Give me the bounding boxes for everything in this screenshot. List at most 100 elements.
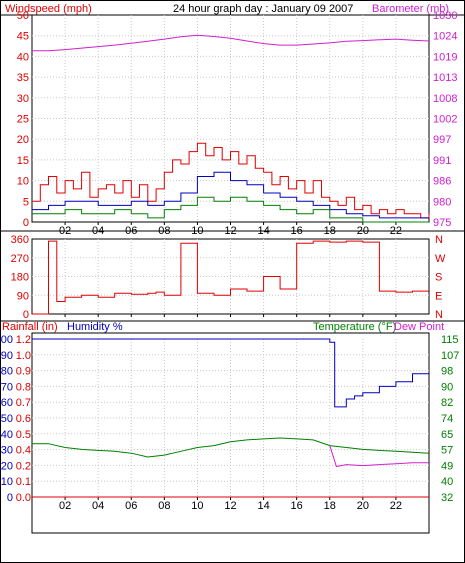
wind-ytick-label: 20 bbox=[17, 134, 29, 146]
rain-ytick-label: 0.7 bbox=[16, 397, 31, 409]
wind-ytick-label: 50 bbox=[17, 10, 29, 22]
humidity-ytick-label: 50 bbox=[1, 413, 13, 425]
rain-axis-title: Rainfall (in) bbox=[2, 321, 58, 333]
wind-ytick-label: 40 bbox=[17, 51, 29, 63]
rain-ytick-label: 0.9 bbox=[16, 366, 31, 378]
wind-ytick-label: 30 bbox=[17, 93, 29, 105]
wind-ytick-label: 25 bbox=[17, 114, 29, 126]
humidity-ytick-label: 100 bbox=[1, 334, 13, 346]
dewpoint-axis-title: Dew Point bbox=[394, 321, 444, 333]
panel-rain-frame bbox=[31, 332, 430, 534]
wind-panel-xtick-label: 18 bbox=[324, 225, 336, 237]
barometer-ytick-label-right: 980 bbox=[433, 196, 451, 208]
temperature-ytick-label-right: 40 bbox=[441, 476, 453, 488]
humidity-line bbox=[32, 338, 429, 408]
humidity-ytick-label: 90 bbox=[1, 350, 13, 362]
wind_green-line bbox=[32, 196, 429, 223]
compass-ytick-label-right: S bbox=[435, 272, 442, 284]
temperature-ytick-label-right: 74 bbox=[441, 413, 453, 425]
temperature-ytick-label-right: 57 bbox=[441, 445, 453, 457]
compass-ytick-label-right: N bbox=[435, 234, 443, 246]
temperature-axis-title: Temperature (°F) bbox=[313, 321, 396, 333]
humidity-ytick-label: 40 bbox=[1, 429, 13, 441]
temperature-ytick-label-right: 32 bbox=[441, 492, 453, 504]
wind-panel-xtick-label: 08 bbox=[158, 225, 170, 237]
humidity-ytick-label: 0 bbox=[7, 492, 13, 504]
wind-panel-xtick-label: 06 bbox=[125, 225, 137, 237]
wind-panel-xtick-label: 16 bbox=[291, 225, 303, 237]
rain-panel-xtick-label: 04 bbox=[92, 500, 104, 512]
temperature-ytick-label-right: 115 bbox=[441, 334, 459, 346]
wind-panel-xtick-label: 22 bbox=[390, 225, 402, 237]
direction-ytick-label: 270 bbox=[11, 253, 29, 265]
rain-panel-xtick-label: 06 bbox=[125, 500, 137, 512]
barometer-ytick-label-right: 1002 bbox=[433, 114, 457, 126]
humidity-ytick-label: 20 bbox=[1, 460, 13, 472]
rain-ytick-label: 0.6 bbox=[16, 413, 31, 425]
barometer-ytick-label-right: 997 bbox=[433, 134, 451, 146]
temperature-line bbox=[32, 437, 430, 458]
barometer-axis-title: Barometer (mb) bbox=[372, 3, 449, 15]
direction-ytick-label: 360 bbox=[11, 234, 29, 246]
barometer-ytick-label-right: 991 bbox=[433, 155, 451, 167]
rain-ytick-label: 0.8 bbox=[16, 381, 31, 393]
humidity-ytick-label: 70 bbox=[1, 381, 13, 393]
compass-ytick-label-right: N bbox=[435, 309, 443, 321]
direction-line bbox=[32, 240, 429, 315]
rain-ytick-label: 0.1 bbox=[16, 476, 31, 488]
wind-panel-xtick-label: 10 bbox=[191, 225, 203, 237]
compass-ytick-label-right: E bbox=[435, 290, 442, 302]
wind-ytick-label: 5 bbox=[23, 196, 29, 208]
rain-ytick-label: 0.2 bbox=[16, 460, 31, 472]
wind-panel-xtick-label: 12 bbox=[224, 225, 236, 237]
rain-ytick-label: 0.0 bbox=[16, 492, 31, 504]
humidity-ytick-label: 30 bbox=[1, 445, 13, 457]
barometer-ytick-label-right: 986 bbox=[433, 176, 451, 188]
humidity-axis-title: Humidity % bbox=[67, 321, 123, 333]
wind_avg-line bbox=[32, 171, 429, 219]
barometer-ytick-label-right: 1030 bbox=[433, 10, 457, 22]
wind-panel-xtick-label: 02 bbox=[59, 225, 71, 237]
rain-panel-xtick-label: 20 bbox=[357, 500, 369, 512]
humidity-ytick-label: 60 bbox=[1, 397, 13, 409]
wind-panel-xtick-label: 14 bbox=[257, 225, 269, 237]
wind-ytick-label: 35 bbox=[17, 72, 29, 84]
compass-ytick-label-right: W bbox=[435, 253, 446, 265]
rain-panel-xtick-label: 02 bbox=[59, 500, 71, 512]
wind-line bbox=[32, 142, 430, 219]
dewpoint-line bbox=[329, 445, 429, 468]
chart-title: 24 hour graph day : January 09 2007 bbox=[173, 3, 353, 15]
rain-panel-xtick-label: 18 bbox=[324, 500, 336, 512]
barometer-ytick-label-right: 1013 bbox=[433, 72, 457, 84]
temperature-ytick-label-right: 98 bbox=[441, 366, 453, 378]
rain-panel-xtick-label: 08 bbox=[158, 500, 170, 512]
wind-axis-title: Windspeed (mph) bbox=[5, 3, 92, 15]
rain-ytick-label: 0.4 bbox=[16, 445, 31, 457]
rain-ytick-label: 1.0 bbox=[16, 350, 31, 362]
humidity-ytick-label: 10 bbox=[1, 476, 13, 488]
temperature-ytick-label-right: 65 bbox=[441, 429, 453, 441]
humidity-ytick-label: 80 bbox=[1, 366, 13, 378]
temperature-ytick-label-right: 82 bbox=[441, 397, 453, 409]
wind-panel-xtick-label: 20 bbox=[357, 225, 369, 237]
barometer-ytick-label-right: 1024 bbox=[433, 31, 457, 43]
wind-panel-xtick-label: 04 bbox=[92, 225, 104, 237]
wind-ytick-label: 0 bbox=[23, 217, 29, 229]
barometer-line bbox=[32, 34, 430, 52]
rain-panel-xtick-label: 14 bbox=[257, 500, 269, 512]
wind-ytick-label: 10 bbox=[17, 176, 29, 188]
rain-panel-xtick-label: 12 bbox=[224, 500, 236, 512]
temperature-ytick-label-right: 107 bbox=[441, 350, 459, 362]
rain-panel-xtick-label: 16 bbox=[291, 500, 303, 512]
direction-ytick-label: 0 bbox=[23, 309, 29, 321]
temperature-ytick-label-right: 49 bbox=[441, 460, 453, 472]
rain-ytick-label: 0.5 bbox=[16, 429, 31, 441]
rain-ytick-label: 1.2 bbox=[16, 334, 31, 346]
rain-panel-xtick-label: 10 bbox=[191, 500, 203, 512]
wind-ytick-label: 15 bbox=[17, 155, 29, 167]
barometer-ytick-label-right: 1019 bbox=[433, 51, 457, 63]
barometer-ytick-label-right: 975 bbox=[433, 217, 451, 229]
barometer-ytick-label-right: 1008 bbox=[433, 93, 457, 105]
